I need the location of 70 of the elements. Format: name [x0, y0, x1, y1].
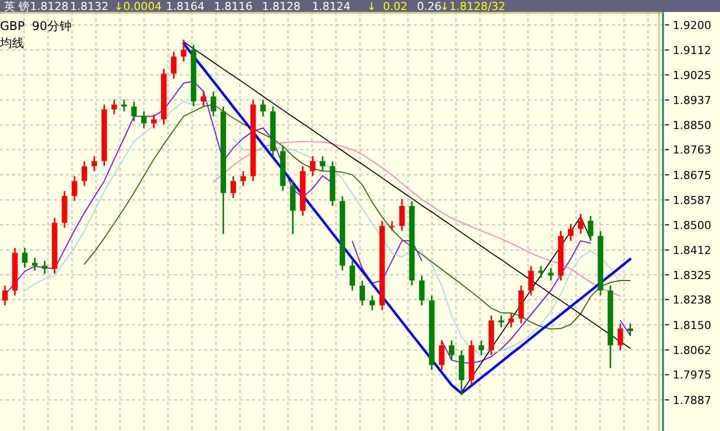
annotation: ↓: [367, 0, 376, 13]
candlestick: [111, 98, 117, 115]
candlestick: [42, 260, 48, 274]
annotation: 0.02: [383, 0, 408, 13]
candlestick: [141, 110, 147, 129]
candlestick: [628, 322, 633, 337]
y-tick-label: 1.8062: [672, 344, 712, 357]
candlestick: [350, 260, 356, 292]
candlestick: [210, 90, 216, 117]
y-tick-label: 1.9025: [672, 68, 712, 82]
annotation: GBP: [0, 19, 25, 33]
y-tick-label: 1.8937: [672, 94, 712, 107]
candlestick: [72, 175, 78, 202]
candlestick: [151, 114, 157, 129]
annotation: 1.8124: [312, 0, 350, 13]
candlestick: [578, 213, 584, 234]
annotation: 1.8132: [70, 0, 108, 13]
y-tick-label: 1.8412: [672, 244, 712, 257]
candlestick: [180, 38, 186, 62]
candlestick: [360, 280, 365, 306]
candlestick: [121, 98, 127, 112]
candlestick: [170, 50, 176, 80]
candlestick: [240, 170, 246, 187]
candlestick: [528, 265, 534, 296]
candlestick: [419, 274, 425, 306]
y-tick-label: 1.8850: [672, 118, 712, 132]
annotation: 均线: [0, 36, 24, 50]
y-tick-label: 1.8238: [672, 294, 712, 307]
y-tick-label: 1.8675: [672, 168, 712, 182]
candlestick: [568, 223, 574, 242]
candlestick: [508, 312, 514, 328]
candlestick: [399, 198, 405, 232]
y-tick-label: 1.8325: [672, 268, 712, 282]
y-tick-label: 1.9112: [672, 44, 712, 57]
candlestick: [310, 155, 316, 177]
candlestick: [588, 215, 594, 242]
y-tick-label: 1.9200: [672, 18, 712, 32]
candlestick: [260, 98, 266, 117]
candlestick: [438, 340, 444, 371]
y-tick-label: 1.8150: [672, 318, 712, 332]
candlestick: [131, 100, 137, 122]
annotation: 英 镑: [4, 0, 30, 13]
candlestick: [230, 175, 236, 199]
annotation: ↓0.0004: [114, 0, 162, 13]
candlestick: [618, 322, 624, 351]
annotation: ↓1.8128/32: [440, 0, 506, 13]
y-tick-label: 1.7887: [672, 394, 712, 407]
candlestick: [538, 265, 544, 278]
annotation: 1.8116: [214, 0, 252, 13]
candlestick: [2, 284, 8, 306]
y-tick-label: 1.7975: [672, 368, 712, 382]
candlestick: [22, 247, 28, 268]
y-tick-label: 1.8763: [672, 144, 712, 157]
candlestick: [320, 155, 326, 172]
y-tick-label: 1.8500: [672, 218, 712, 232]
annotation: 1.8164: [166, 0, 204, 13]
candlestick: [389, 220, 395, 232]
line-series: [212, 140, 621, 297]
candlestick: [92, 155, 98, 172]
annotation: 0.26: [417, 0, 442, 13]
candlestick: [200, 90, 206, 108]
annotation: 1.8128: [262, 0, 300, 13]
y-tick-label: 1.8587: [672, 194, 712, 207]
candlestick: [82, 160, 88, 187]
annotation: 90分钟: [32, 19, 72, 33]
annotation: 1.8128: [30, 0, 68, 13]
candlestick: [369, 294, 375, 311]
candlestick: [478, 340, 484, 356]
candlestick: [498, 314, 504, 328]
candlestick: [448, 340, 454, 361]
